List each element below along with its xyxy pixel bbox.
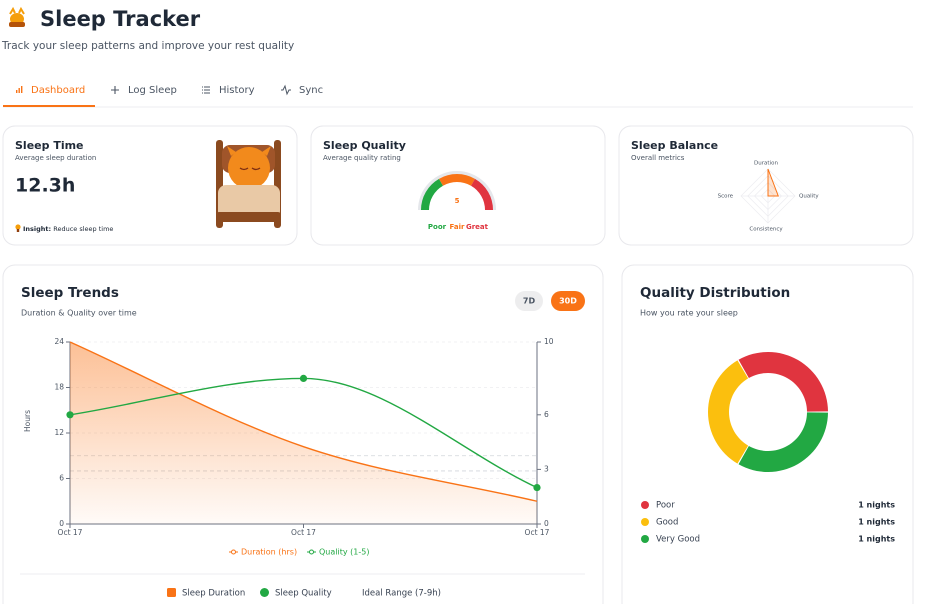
- legend-label: Very Good: [656, 535, 700, 545]
- range-button[interactable]: [551, 291, 585, 311]
- legend-value: 1 nights: [858, 501, 895, 510]
- tab-icon: [18, 88, 20, 93]
- tab-icon: [281, 84, 291, 96]
- legend-label: Quality (1-5): [319, 548, 369, 557]
- gauge-label: Great: [466, 223, 489, 231]
- radar-label: Consistency: [749, 227, 783, 233]
- tab-icon: [21, 86, 23, 93]
- summary-icon: [260, 588, 269, 597]
- legend-dot: [641, 535, 649, 543]
- y-tick-label: 18: [54, 383, 64, 392]
- legend-dot: [641, 501, 649, 509]
- gauge-segment: [470, 178, 493, 211]
- legend-icon: [231, 549, 236, 555]
- sleep-time-value: 12.3h: [15, 175, 75, 197]
- radar-label: Duration: [754, 161, 778, 167]
- tab[interactable]: Log Sleep: [128, 85, 177, 96]
- point: [299, 374, 308, 382]
- card: [621, 264, 914, 604]
- y2-tick-label: 6: [544, 410, 549, 419]
- bulb-icon: [15, 224, 21, 232]
- tab[interactable]: Dashboard: [31, 85, 85, 96]
- radar-shape: [767, 168, 779, 197]
- legend-label: Good: [656, 518, 678, 528]
- insight: Insight: Reduce sleep time: [23, 225, 113, 233]
- gauge-label: Fair: [450, 223, 465, 231]
- legend-value: 1 nights: [858, 518, 895, 527]
- range-button[interactable]: [515, 291, 543, 311]
- donut-slice: [738, 352, 828, 412]
- y2-tick-label: 3: [544, 464, 549, 473]
- x-tick-label: Oct 17: [58, 528, 83, 537]
- range-label: 7D: [523, 297, 536, 306]
- y-tick-label: 6: [59, 474, 64, 483]
- point: [66, 411, 74, 419]
- insight-label: Insight:: [23, 225, 51, 233]
- tab-bar: Dashboard Log Sleep History Sync: [3, 84, 323, 107]
- card-title: Sleep Trends: [21, 285, 119, 301]
- x-tick-label: Oct 17: [525, 528, 550, 537]
- card-title: Sleep Balance: [631, 139, 718, 152]
- card: [618, 125, 914, 246]
- tab-icon: [111, 86, 119, 94]
- line: [69, 341, 538, 502]
- legend-label: Poor: [656, 501, 675, 511]
- donut-slice: [738, 412, 828, 472]
- y2-tick-label: 10: [544, 337, 554, 346]
- card-title: Sleep Time: [15, 139, 84, 152]
- legend-icon: [309, 549, 314, 555]
- card-subtitle: Average quality rating: [323, 154, 401, 162]
- card-subtitle: Duration & Quality over time: [21, 309, 137, 318]
- x-tick-label: Oct 17: [291, 528, 316, 537]
- summary-legend-label: Sleep Quality: [275, 589, 332, 599]
- legend-dot: [641, 518, 649, 526]
- y2-tick-label: 0: [544, 519, 549, 528]
- summary-icon: [167, 588, 176, 597]
- tab-icon: [16, 90, 18, 93]
- area: [70, 342, 537, 524]
- insight-text: Reduce sleep time: [53, 225, 113, 233]
- tab[interactable]: History: [219, 85, 255, 96]
- card-subtitle: Overall metrics: [631, 154, 685, 162]
- donut-slice: [708, 360, 749, 464]
- app-title: Sleep Tracker: [40, 7, 201, 31]
- bed-illustration: [216, 140, 281, 228]
- card-subtitle: Average sleep duration: [15, 154, 96, 162]
- tab[interactable]: Sync: [299, 85, 323, 96]
- card-title: Quality Distribution: [640, 285, 790, 301]
- gauge-segment: [421, 178, 444, 211]
- y-axis-label: Hours: [23, 410, 32, 432]
- summary-legend-label: Sleep Duration: [182, 589, 245, 599]
- gauge-label: Poor: [428, 223, 447, 231]
- summary-legend-label: Ideal Range (7-9h): [362, 589, 441, 599]
- radar-label: Score: [718, 194, 734, 200]
- logo: [9, 6, 25, 27]
- y-tick-label: 24: [54, 337, 64, 346]
- y-tick-label: 12: [54, 428, 64, 437]
- card-title: Sleep Quality: [323, 139, 406, 152]
- legend-value: 1 nights: [858, 535, 895, 544]
- range-label: 30D: [559, 297, 577, 306]
- radar-label: Quality: [799, 194, 819, 200]
- app-subtitle: Track your sleep patterns and improve yo…: [1, 40, 294, 52]
- legend-label: Duration (hrs): [241, 548, 297, 557]
- card: [310, 125, 606, 246]
- gauge-value: 5: [455, 197, 460, 205]
- y-tick-label: 0: [59, 519, 64, 528]
- card-subtitle: How you rate your sleep: [640, 309, 738, 318]
- point: [533, 484, 541, 492]
- gauge-segment: [439, 174, 475, 186]
